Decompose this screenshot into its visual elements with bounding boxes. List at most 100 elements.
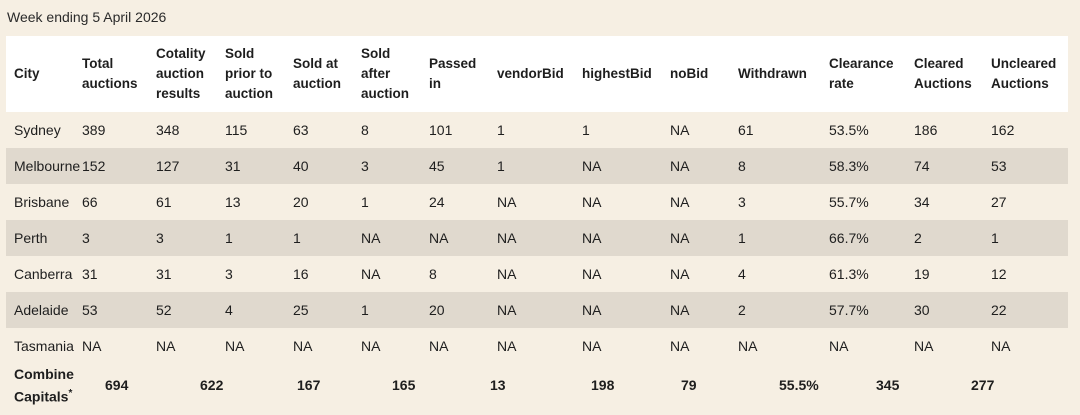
value-cell: 8 bbox=[353, 112, 421, 148]
value-cell: NA bbox=[662, 220, 730, 256]
header-cell: Sold at auction bbox=[285, 36, 353, 112]
value-cell: 61 bbox=[148, 184, 217, 220]
auction-results-table: City Total auctions Cotality auction res… bbox=[6, 36, 1068, 407]
value-cell: 1 bbox=[353, 184, 421, 220]
combined-capitals-row: Combined Capitals* 694 622 167 165 13 198 79 55.… bbox=[6, 364, 1068, 407]
value-cell: 127 bbox=[148, 148, 217, 184]
table-row: Canberra 31 31 3 16 NA 8 NA NA NA 4 61.3% 19 12 bbox=[6, 256, 1068, 292]
combined-value: 277 bbox=[971, 377, 995, 394]
value-cell: 2 bbox=[906, 220, 983, 256]
value-cell: NA bbox=[421, 328, 489, 364]
value-cell: 12 bbox=[983, 256, 1068, 292]
value-cell: NA bbox=[730, 328, 821, 364]
value-cell: NA bbox=[148, 328, 217, 364]
city-cell: Tasmania bbox=[6, 328, 74, 364]
value-cell: NA bbox=[489, 328, 574, 364]
value-cell: 1 bbox=[730, 220, 821, 256]
value-cell: 58.3% bbox=[821, 148, 906, 184]
value-cell: 24 bbox=[421, 184, 489, 220]
value-cell: 3 bbox=[217, 256, 285, 292]
value-cell: 55.7% bbox=[821, 184, 906, 220]
value-cell: NA bbox=[489, 292, 574, 328]
value-cell: 31 bbox=[74, 256, 148, 292]
value-cell: 152 bbox=[74, 148, 148, 184]
value-cell: 53 bbox=[983, 148, 1068, 184]
table-row: Sydney 389 348 115 63 8 101 1 1 NA 61 53.5% 186 162 bbox=[6, 112, 1068, 148]
city-cell: Melbourne bbox=[6, 148, 80, 184]
value-cell: 101 bbox=[421, 112, 489, 148]
value-cell: 61.3% bbox=[821, 256, 906, 292]
combined-label-text: Combined Capitals bbox=[14, 366, 83, 405]
value-cell: 74 bbox=[906, 148, 983, 184]
value-cell: 19 bbox=[906, 256, 983, 292]
header-cell: Cotality auction results bbox=[148, 36, 217, 112]
combined-value: 345 bbox=[876, 377, 900, 394]
table-body: Sydney 389 348 115 63 8 101 1 1 NA 61 53.5% 186 162 Me… bbox=[6, 112, 1068, 407]
combined-capitals-label: Combined Capitals* bbox=[6, 364, 82, 407]
footnote-marker: * bbox=[68, 388, 73, 399]
header-cell: Withdrawn bbox=[730, 36, 821, 112]
city-cell: Perth bbox=[6, 220, 74, 256]
header-row: City Total auctions Cotality auction res… bbox=[6, 36, 1068, 112]
value-cell: 27 bbox=[983, 184, 1068, 220]
header-cell: Sold prior to auction bbox=[217, 36, 285, 112]
value-cell: NA bbox=[574, 184, 662, 220]
value-cell: 2 bbox=[730, 292, 821, 328]
value-cell: NA bbox=[489, 220, 574, 256]
header-cell: Uncleared Auctions bbox=[983, 36, 1068, 112]
value-cell: 1 bbox=[489, 112, 574, 148]
value-cell: 1 bbox=[217, 220, 285, 256]
value-cell: 3 bbox=[74, 220, 148, 256]
header-cell: City bbox=[6, 36, 74, 112]
value-cell: 8 bbox=[421, 256, 489, 292]
value-cell: 66 bbox=[74, 184, 148, 220]
combined-value: 694 bbox=[105, 377, 129, 394]
value-cell: NA bbox=[421, 220, 489, 256]
combined-value: 165 bbox=[392, 377, 416, 394]
value-cell: NA bbox=[821, 328, 906, 364]
combined-value: 198 bbox=[591, 377, 615, 394]
value-cell: 40 bbox=[285, 148, 353, 184]
table-caption: Week ending 5 April 2026 bbox=[7, 9, 167, 25]
value-cell: 4 bbox=[217, 292, 285, 328]
value-cell: 4 bbox=[730, 256, 821, 292]
value-cell: NA bbox=[662, 328, 730, 364]
value-cell: NA bbox=[983, 328, 1068, 364]
header-cell: Clearance rate bbox=[821, 36, 906, 112]
value-cell: 1 bbox=[353, 292, 421, 328]
combined-value: 79 bbox=[681, 377, 697, 394]
value-cell: NA bbox=[353, 328, 421, 364]
value-cell: 1 bbox=[983, 220, 1068, 256]
value-cell: 53.5% bbox=[821, 112, 906, 148]
value-cell: NA bbox=[353, 256, 421, 292]
value-cell: NA bbox=[662, 112, 730, 148]
value-cell: 61 bbox=[730, 112, 821, 148]
table-row: Perth 3 3 1 1 NA NA NA NA NA 1 66.7% 2 1 bbox=[6, 220, 1068, 256]
value-cell: 34 bbox=[906, 184, 983, 220]
value-cell: NA bbox=[574, 256, 662, 292]
header-cell: Passed in bbox=[421, 36, 489, 112]
value-cell: 52 bbox=[148, 292, 217, 328]
city-cell: Sydney bbox=[6, 112, 74, 148]
value-cell: 1 bbox=[574, 112, 662, 148]
combined-value: 167 bbox=[297, 377, 321, 394]
value-cell: NA bbox=[906, 328, 983, 364]
combined-values-cell: 694 622 167 165 13 198 79 55.5% 345 277 bbox=[74, 364, 1068, 407]
header-cell: vendorBid bbox=[489, 36, 574, 112]
header-cell: highestBid bbox=[574, 36, 662, 112]
value-cell: NA bbox=[489, 256, 574, 292]
value-cell: 16 bbox=[285, 256, 353, 292]
value-cell: 348 bbox=[148, 112, 217, 148]
value-cell: NA bbox=[662, 292, 730, 328]
value-cell: 30 bbox=[906, 292, 983, 328]
value-cell: NA bbox=[662, 148, 730, 184]
value-cell: 63 bbox=[285, 112, 353, 148]
value-cell: NA bbox=[662, 256, 730, 292]
city-cell: Brisbane bbox=[6, 184, 74, 220]
table-row: Melbourne 152 127 31 40 3 45 1 NA NA 8 58.3% 74 53 bbox=[6, 148, 1068, 184]
value-cell: 13 bbox=[217, 184, 285, 220]
value-cell: NA bbox=[489, 184, 574, 220]
value-cell: 31 bbox=[217, 148, 285, 184]
value-cell: 3 bbox=[353, 148, 421, 184]
value-cell: NA bbox=[285, 328, 353, 364]
